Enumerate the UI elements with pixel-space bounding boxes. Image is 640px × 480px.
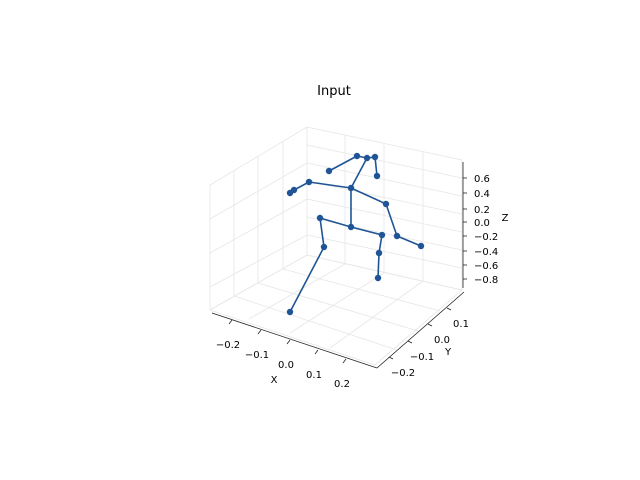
bone-lknee-lfoot	[289, 246, 325, 313]
x-tick-mark	[228, 319, 233, 325]
joint-rwr	[417, 242, 425, 250]
joint-head1	[325, 167, 333, 175]
joint-lsh	[305, 178, 313, 186]
joint-lhip	[316, 214, 324, 222]
x-tick-mark	[314, 349, 319, 355]
y-tick-mark	[446, 307, 452, 311]
z-tick-label: 0.6	[474, 174, 490, 185]
z-tick-label: −0.6	[474, 261, 498, 272]
x-tick-label: −0.1	[245, 350, 269, 361]
grid-left-pane	[209, 126, 308, 311]
z-tick-label: −0.4	[474, 247, 498, 258]
bone-head3-neck	[350, 157, 368, 189]
axis-z: 0.6 0.4 0.2 0.0 −0.2 −0.4 −0.6 −0.8 Z	[462, 162, 509, 288]
joint-rknee	[375, 249, 383, 257]
y-tick-mark	[427, 323, 433, 327]
joint-rsh	[382, 200, 390, 208]
bone-rknee-rfoot	[377, 252, 380, 279]
chart-title: Input	[317, 84, 351, 99]
y-tick-label: −0.2	[391, 368, 415, 379]
bone-neck-lsh	[308, 181, 352, 189]
joint-lfoot	[286, 308, 294, 316]
bone-pelvis-lhip	[319, 217, 352, 228]
y-tick-label: 0.1	[453, 319, 469, 330]
z-tick-label: 0.0	[474, 218, 490, 229]
y-tick-label: 0.0	[434, 335, 450, 346]
z-tick-label: 0.2	[474, 205, 490, 216]
y-tick-label: −0.1	[410, 352, 434, 363]
grid-floor	[209, 254, 463, 366]
x-axis-label: X	[271, 375, 278, 386]
z-tick-label: −0.2	[474, 232, 498, 243]
bone-neck-rsh	[350, 187, 387, 205]
x-tick-mark	[257, 329, 262, 335]
x-tick-label: 0.2	[334, 379, 350, 390]
y-tick-mark	[407, 340, 413, 344]
joint-lwr	[286, 189, 294, 197]
joint-head3	[363, 154, 371, 162]
joint-rfoot	[374, 274, 382, 282]
z-tick-label: −0.8	[474, 275, 498, 286]
skeleton-series	[286, 152, 425, 316]
bone-rel-rwr	[396, 235, 422, 247]
bone-lhip-lknee	[319, 217, 325, 248]
x-tick-label: −0.2	[216, 340, 240, 351]
joint-neck	[347, 184, 355, 192]
y-tick-mark	[388, 356, 394, 360]
axis-y: −0.2 −0.10.00.1 Y	[376, 291, 469, 379]
bone-rsh-rel	[385, 203, 398, 237]
joint-head4	[371, 153, 379, 161]
x-tick-label: 0.1	[306, 370, 322, 381]
x-tick-mark	[342, 358, 347, 364]
joint-head5	[373, 172, 381, 180]
axis-x: −0.2 −0.1 0.0 0.1 0.2 X	[211, 312, 378, 390]
joint-pelvis	[347, 223, 355, 231]
joint-lknee	[320, 243, 328, 251]
z-axis-label: Z	[502, 213, 509, 224]
joint-rhip	[378, 231, 386, 239]
x-tick-mark	[286, 339, 291, 345]
bone-pelvis-rhip	[350, 226, 383, 236]
y-axis-label: Y	[444, 347, 452, 358]
x-tick-label: 0.0	[278, 360, 294, 371]
z-tick-label: 0.4	[474, 189, 490, 200]
grid-back-pane	[306, 126, 463, 291]
bone-head1-head2	[328, 155, 358, 172]
joint-head2	[353, 152, 361, 160]
joint-rel	[393, 232, 401, 240]
